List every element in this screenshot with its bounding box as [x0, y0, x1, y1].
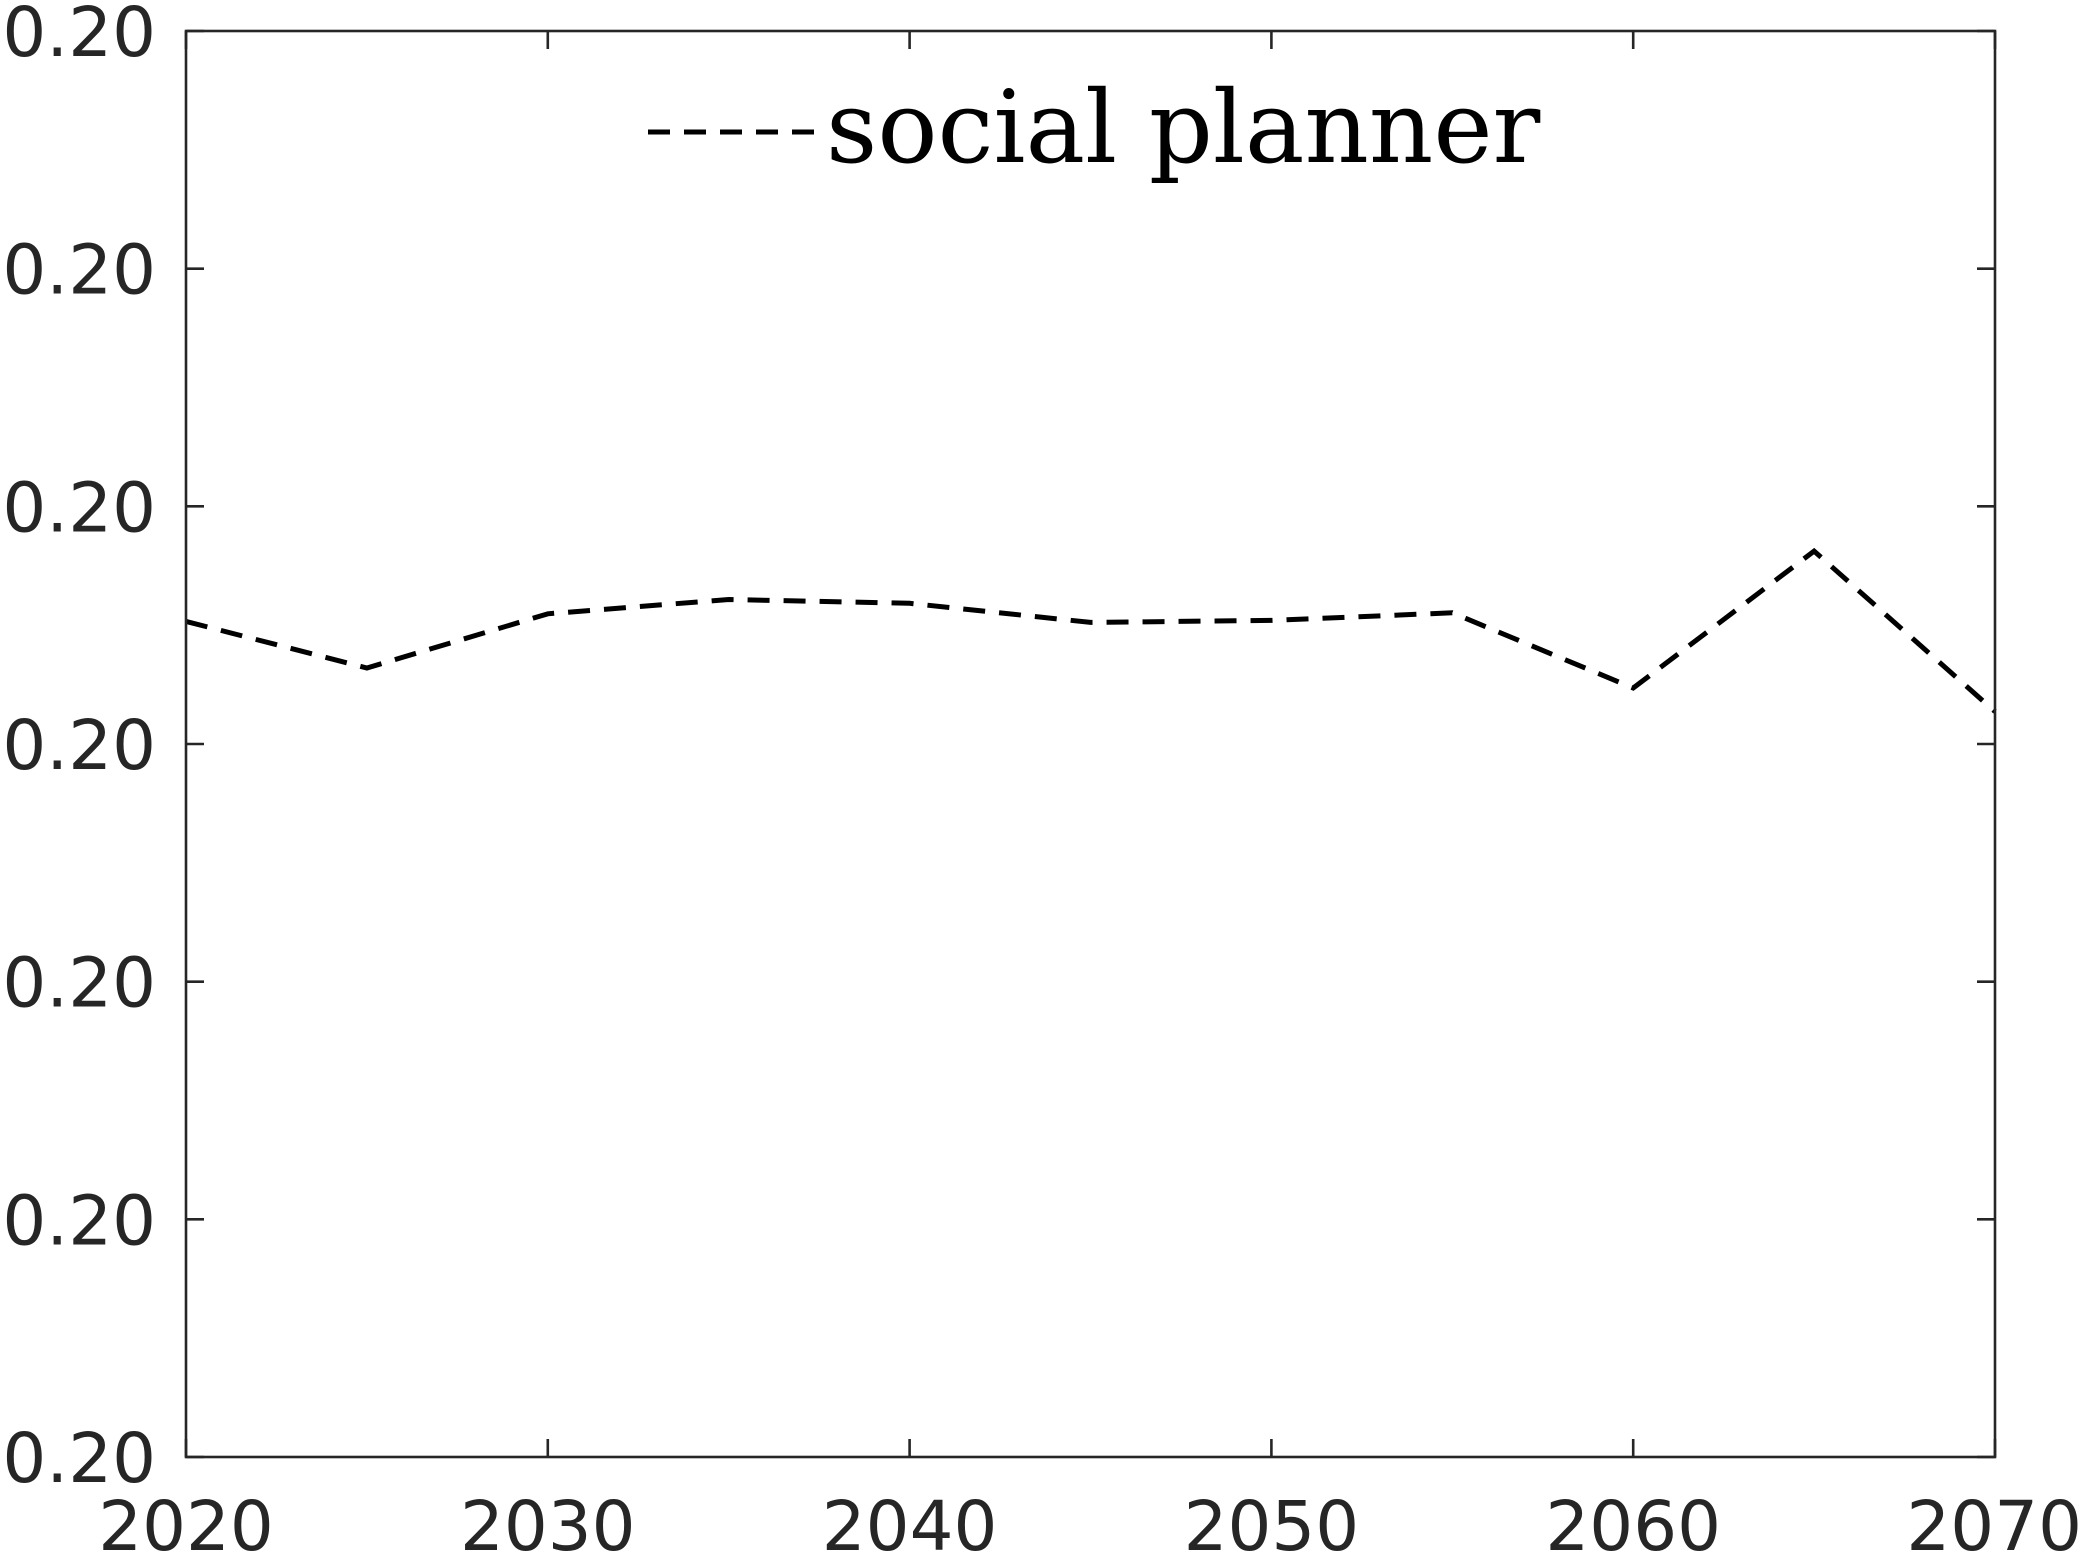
y-tick-label: 0.20 — [2, 468, 156, 548]
x-tick-label: 2050 — [1184, 1487, 1360, 1554]
tick-marks — [184, 29, 1997, 1459]
x-tick-label: 2020 — [98, 1487, 274, 1554]
y-tick-label: 0.20 — [2, 706, 156, 786]
legend-label: social planner — [826, 69, 1541, 186]
y-tick-label: 0.20 — [2, 1181, 156, 1261]
y-tick-label: 0.20 — [2, 0, 156, 73]
legend: social planner — [648, 69, 1541, 186]
x-tick-label: 2060 — [1545, 1487, 1721, 1554]
y-tick-labels: 0.20 0.20 0.20 0.20 0.20 0.20 0.20 — [2, 0, 156, 1499]
x-tick-labels: 2020 2030 2040 2050 2060 2070 — [98, 1487, 2082, 1554]
x-tick-label: 2070 — [1906, 1487, 2082, 1554]
axes-box — [184, 29, 1997, 1459]
series-line-social-planner — [185, 547, 1997, 714]
y-tick-label: 0.20 — [2, 944, 156, 1024]
y-tick-label: 0.20 — [2, 1419, 156, 1499]
y-tick-label: 0.20 — [2, 231, 156, 311]
x-tick-label: 2040 — [822, 1487, 998, 1554]
x-tick-label: 2030 — [460, 1487, 636, 1554]
